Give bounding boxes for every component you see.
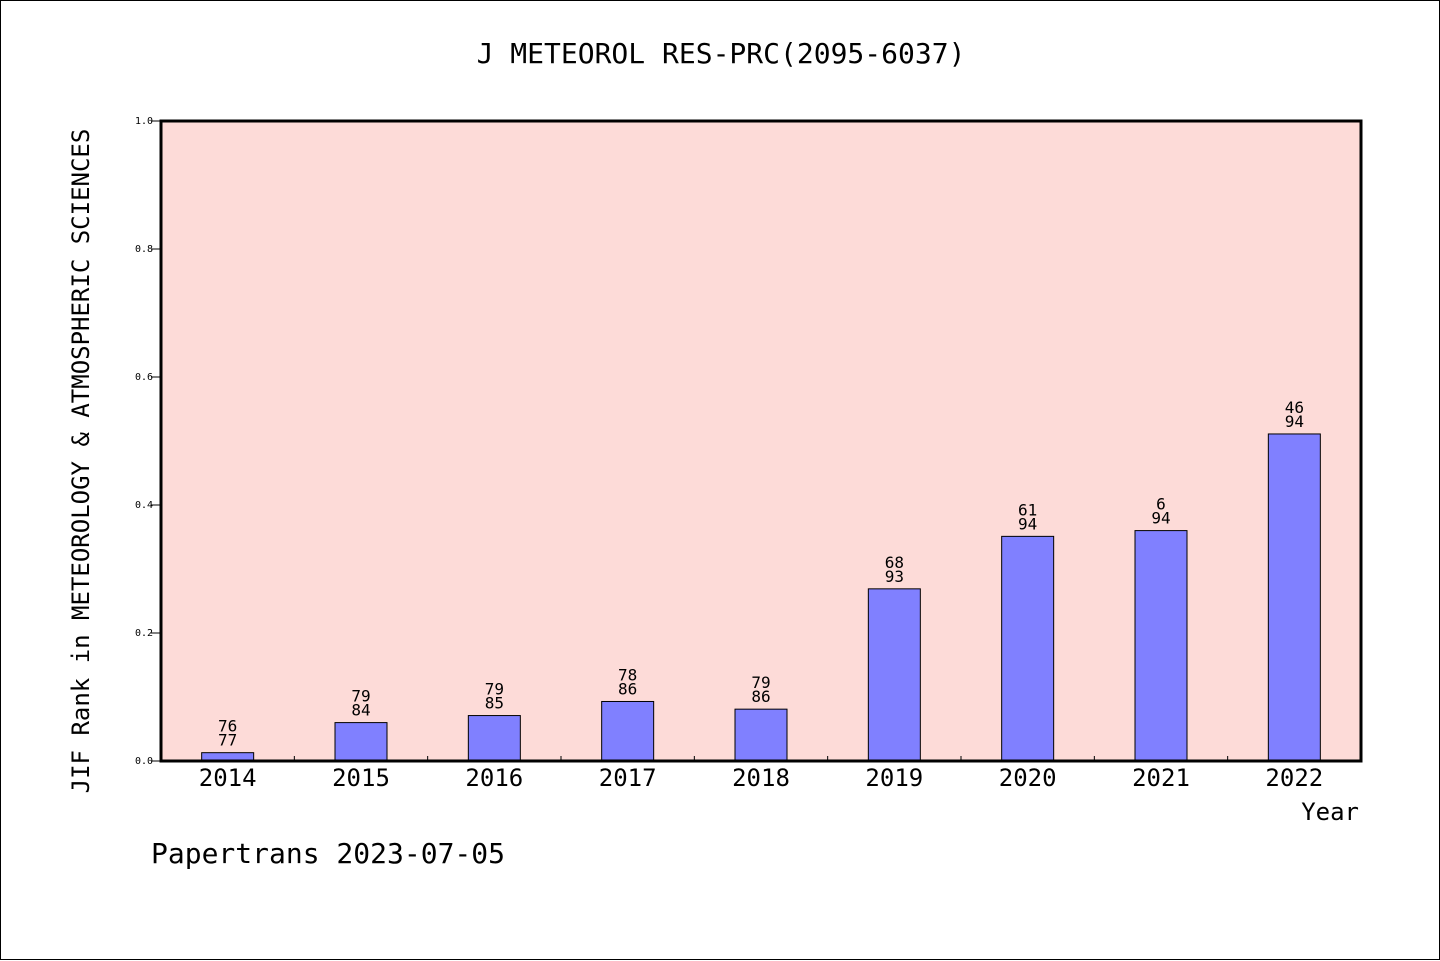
bar-label-top: 61: [1018, 500, 1037, 519]
y-tick-label: 1.0: [135, 116, 153, 127]
x-tick-label: 2016: [465, 764, 523, 792]
bar: [334, 722, 388, 762]
bar-label-bottom: 86: [751, 687, 770, 706]
x-tick-label: 2015: [332, 764, 390, 792]
bar-label-top: 68: [885, 553, 904, 572]
bar-label-bottom: 77: [218, 731, 237, 750]
bar-label-top: 76: [218, 717, 237, 736]
x-tick-label: 2019: [865, 764, 923, 792]
bar-label-bottom: 84: [351, 701, 370, 720]
bar: [1134, 530, 1188, 762]
y-tick-label: 0.2: [135, 628, 153, 639]
bar: [467, 715, 521, 762]
footer-text: Papertrans 2023-07-05: [151, 837, 506, 870]
x-tick-label: 2017: [599, 764, 657, 792]
bar-label-top: 79: [351, 687, 370, 706]
bar: [734, 708, 788, 762]
bar: [1001, 535, 1055, 762]
bar-label-top: 79: [751, 673, 770, 692]
bar: [601, 700, 655, 762]
chart-title: J METEOROL RES-PRC(2095-6037): [476, 37, 966, 70]
x-tick-label: 2020: [999, 764, 1057, 792]
x-tick-label: 2022: [1265, 764, 1323, 792]
x-axis-label: Year: [1301, 798, 1359, 826]
bar-label-top: 6: [1156, 495, 1166, 514]
y-tick-label: 0.6: [135, 372, 153, 383]
bar-label-bottom: 86: [618, 679, 637, 698]
bar: [867, 588, 921, 762]
bar-label-bottom: 94: [1018, 514, 1037, 533]
x-tick-label: 2018: [732, 764, 790, 792]
bar-label-bottom: 94: [1151, 509, 1170, 528]
bar-label-top: 79: [485, 680, 504, 699]
y-tick-label: 0.8: [135, 244, 153, 255]
x-tick-label: 2014: [199, 764, 257, 792]
bar: [1267, 433, 1321, 762]
bar-label-bottom: 85: [485, 694, 504, 713]
y-tick-label: 0.4: [135, 500, 153, 511]
bar-label-bottom: 93: [885, 567, 904, 586]
bar-label-top: 46: [1285, 398, 1304, 417]
y-tick-label: 0.0: [135, 756, 153, 767]
plot-border: [159, 119, 1363, 763]
bar-label-top: 78: [618, 665, 637, 684]
bar-label-bottom: 94: [1285, 412, 1304, 431]
x-tick-label: 2021: [1132, 764, 1190, 792]
